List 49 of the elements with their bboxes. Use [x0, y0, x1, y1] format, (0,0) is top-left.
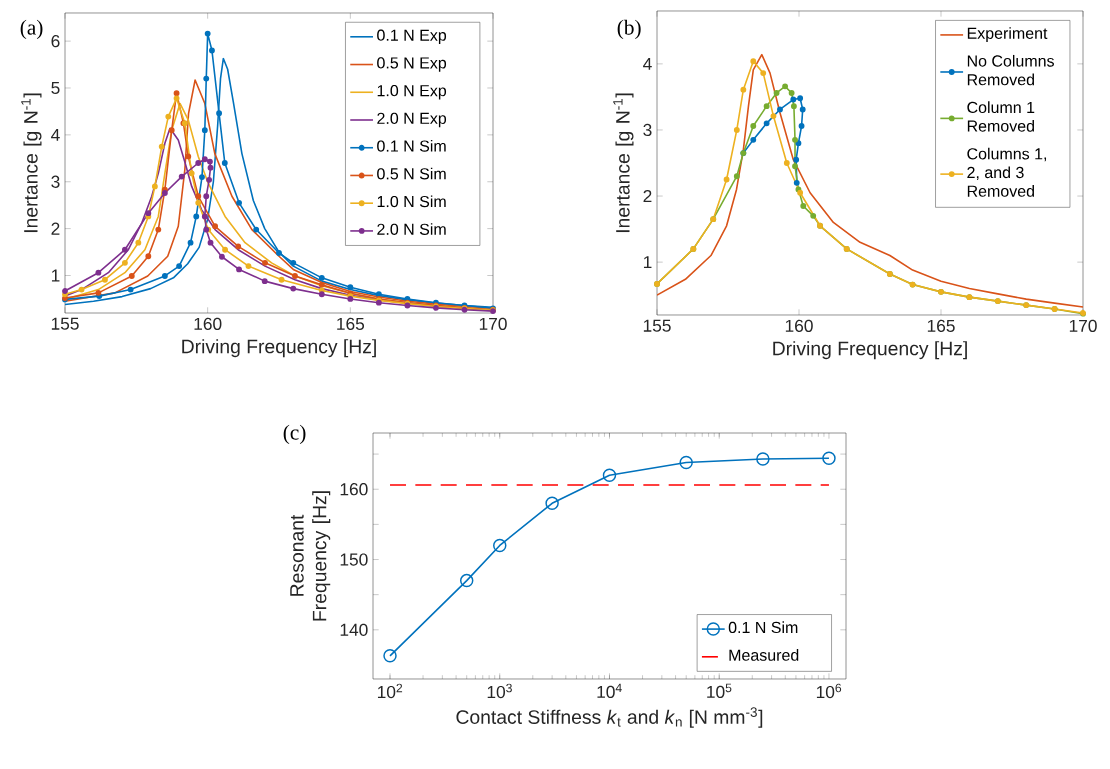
- y-tick-label: 150: [340, 553, 368, 566]
- x-tick-label: 155: [51, 317, 79, 330]
- x-tick-label: 10$^{3}$: [487, 683, 512, 699]
- y-axis-title: Inertance [g N$^{-1}$]: [613, 93, 634, 233]
- y-axis-title: Resonant Frequency [Hz]: [290, 491, 331, 621]
- legend-label: 0.5 N Sim: [377, 167, 446, 180]
- y-tick-label: 140: [340, 623, 368, 636]
- x-tick-label: 155: [643, 319, 671, 332]
- y-tick-label: 4: [51, 128, 60, 141]
- legend-label: No Columns Removed: [967, 54, 1054, 86]
- y-tick-label: 3: [51, 175, 60, 188]
- x-tick-label: 10$^{2}$: [377, 683, 403, 699]
- x-tick-label: 160: [785, 319, 813, 332]
- x-tick-label: 10$^{4}$: [597, 683, 622, 699]
- x-tick-label: 10$^{6}$: [816, 683, 842, 699]
- y-tick-label: 2: [643, 189, 652, 203]
- x-axis-title: Driving Frequency [Hz]: [773, 341, 967, 360]
- y-tick-label: 4: [643, 57, 652, 70]
- legend-label: 2.0 N Sim: [377, 223, 446, 235]
- y-tick-label: 160: [340, 483, 368, 496]
- text: Contact Stiffness k$_{t}$ and k$_{n}$ [N mm$^{-3}$]: [456, 707, 763, 728]
- y-tick-label: 1: [51, 269, 60, 282]
- text: (b): [617, 19, 641, 40]
- legend-label: 0.1 N Sim: [728, 621, 798, 634]
- legend-label: Columns 1, 2, and 3 Removed: [967, 147, 1047, 197]
- x-tick-label: 170: [1069, 319, 1097, 332]
- x-tick-label: 160: [194, 317, 222, 330]
- legend-label: 1.0 N Sim: [377, 195, 446, 208]
- legend-label: 0.5 N Exp: [377, 57, 447, 72]
- x-tick-label: 165: [927, 319, 955, 332]
- legend-label: Column 1 Removed: [967, 101, 1035, 132]
- text: (c): [283, 424, 306, 445]
- y-axis-title: Inertance [g N$^{-1}$]: [21, 93, 42, 233]
- y-tick-label: 5: [51, 81, 60, 95]
- x-tick-label: 10$^{5}$: [707, 683, 732, 699]
- x-tick-label: 165: [337, 317, 365, 330]
- text: (a): [20, 19, 43, 40]
- x-tick-label: 170: [479, 317, 507, 330]
- y-tick-label: 3: [643, 123, 652, 137]
- legend-label: 2.0 N Exp: [377, 112, 447, 128]
- legend-label: 0.1 N Exp: [377, 29, 447, 44]
- legend-label: 0.1 N Sim: [377, 140, 446, 152]
- y-tick-label: 1: [643, 256, 652, 269]
- legend-label: Experiment: [967, 27, 1048, 43]
- y-tick-label: 6: [51, 34, 60, 48]
- legend-label: Measured: [729, 649, 799, 661]
- legend-label: 1.0 N Exp: [377, 84, 447, 100]
- x-axis-title: Driving Frequency [Hz]: [182, 339, 376, 358]
- y-tick-label: 2: [51, 222, 60, 235]
